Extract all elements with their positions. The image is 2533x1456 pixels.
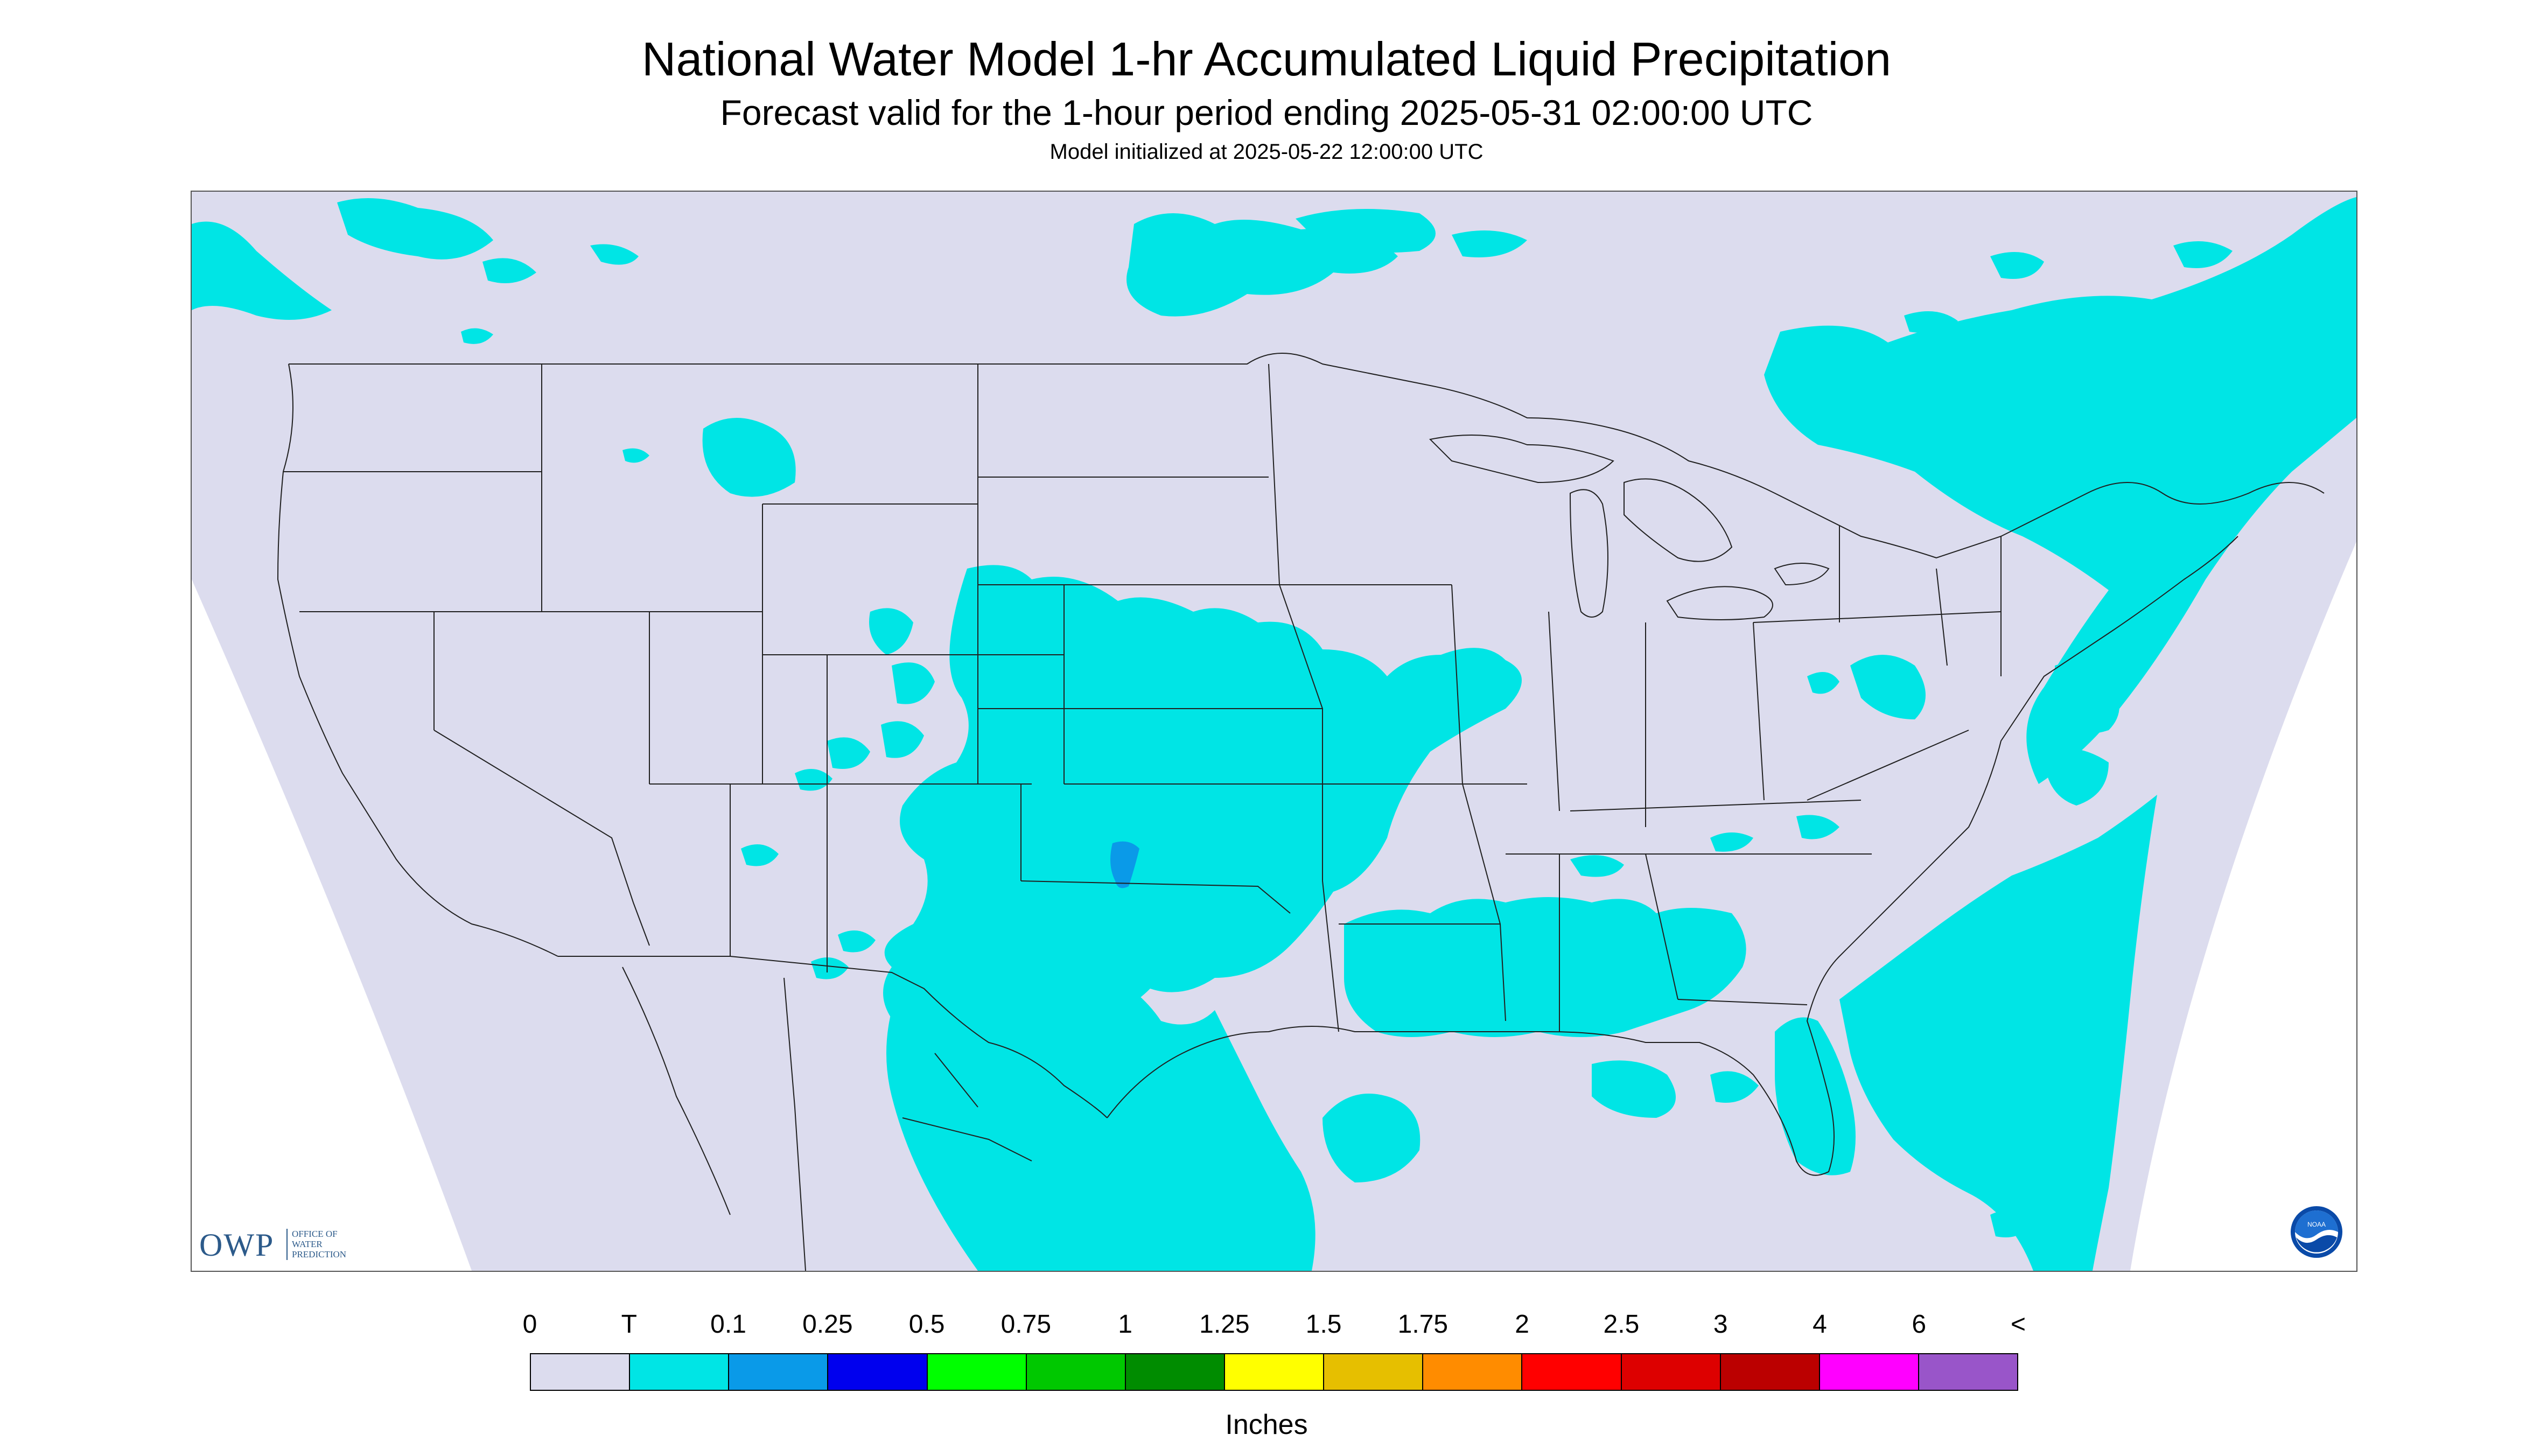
legend-label: 3 [1713, 1310, 1728, 1339]
legend-swatch [729, 1354, 829, 1390]
owp-logo-subtext-line: PREDICTION [292, 1249, 347, 1259]
legend-label: 1.25 [1199, 1310, 1250, 1339]
legend-swatch [828, 1354, 928, 1390]
legend-swatch [1125, 1354, 1225, 1390]
owp-logo-subtext-line: WATER [292, 1239, 323, 1249]
legend-swatch [1423, 1354, 1523, 1390]
legend-swatch [1919, 1354, 2018, 1390]
legend-swatch [1720, 1354, 1820, 1390]
map-title: National Water Model 1-hr Accumulated Li… [641, 32, 1892, 86]
great-lakes [1429, 435, 1830, 620]
model-initialized-text: Model initialized at 2025-05-22 12:00:00… [1049, 140, 1484, 164]
noaa-logo-icon: NOAA [2290, 1205, 2343, 1259]
legend-swatch [1224, 1354, 1325, 1390]
owp-logo-subtext-line: OFFICE OF [292, 1229, 338, 1239]
legend-labels: 0 T 0.1 0.25 0.5 0.75 1 1.25 1.5 1.75 2 2.5 3 4 6 < [523, 1310, 2026, 1342]
owp-logo-divider [286, 1229, 288, 1260]
legend-label: 0.25 [802, 1310, 853, 1339]
legend-label: 1.5 [1305, 1310, 1342, 1339]
legend-swatch [927, 1354, 1027, 1390]
owp-logo: OWP OFFICE OF WATER PREDICTION [199, 1222, 372, 1265]
state-country-boundaries [277, 353, 2325, 1271]
legend-swatch [1621, 1354, 1721, 1390]
precipitation-map[interactable] [191, 191, 2357, 1272]
owp-logo-text: OWP [199, 1227, 275, 1263]
legend-swatch [1324, 1354, 1424, 1390]
trace-precipitation-areas [192, 197, 2356, 1271]
legend-label: 0.5 [908, 1310, 945, 1339]
legend-label: 1 [1118, 1310, 1132, 1339]
legend-label: 0 [522, 1310, 537, 1339]
precipitation-legend [530, 1353, 2018, 1391]
legend-label: 0.1 [710, 1310, 746, 1339]
legend-label: < [2010, 1310, 2026, 1339]
legend-label: T [621, 1310, 637, 1339]
legend-swatch [1820, 1354, 1919, 1390]
legend-label: 2 [1515, 1310, 1530, 1339]
legend-swatch [630, 1354, 730, 1390]
owp-logo-subtext: OFFICE OF WATER PREDICTION [292, 1229, 356, 1259]
legend-swatch [531, 1354, 631, 1390]
legend-label: 6 [1912, 1310, 1927, 1339]
legend-label: 2.5 [1603, 1310, 1640, 1339]
noaa-logo-text: NOAA [2307, 1221, 2326, 1228]
legend-swatch [1026, 1354, 1126, 1390]
legend-label: 1.75 [1397, 1310, 1449, 1339]
legend-label: 4 [1813, 1310, 1827, 1339]
light-precipitation-areas [1110, 841, 1139, 888]
legend-units: Inches [1225, 1409, 1308, 1440]
forecast-valid-subtitle: Forecast valid for the 1-hour period end… [720, 93, 1813, 132]
legend-swatch [1522, 1354, 1622, 1390]
legend-label: 0.75 [1000, 1310, 1052, 1339]
